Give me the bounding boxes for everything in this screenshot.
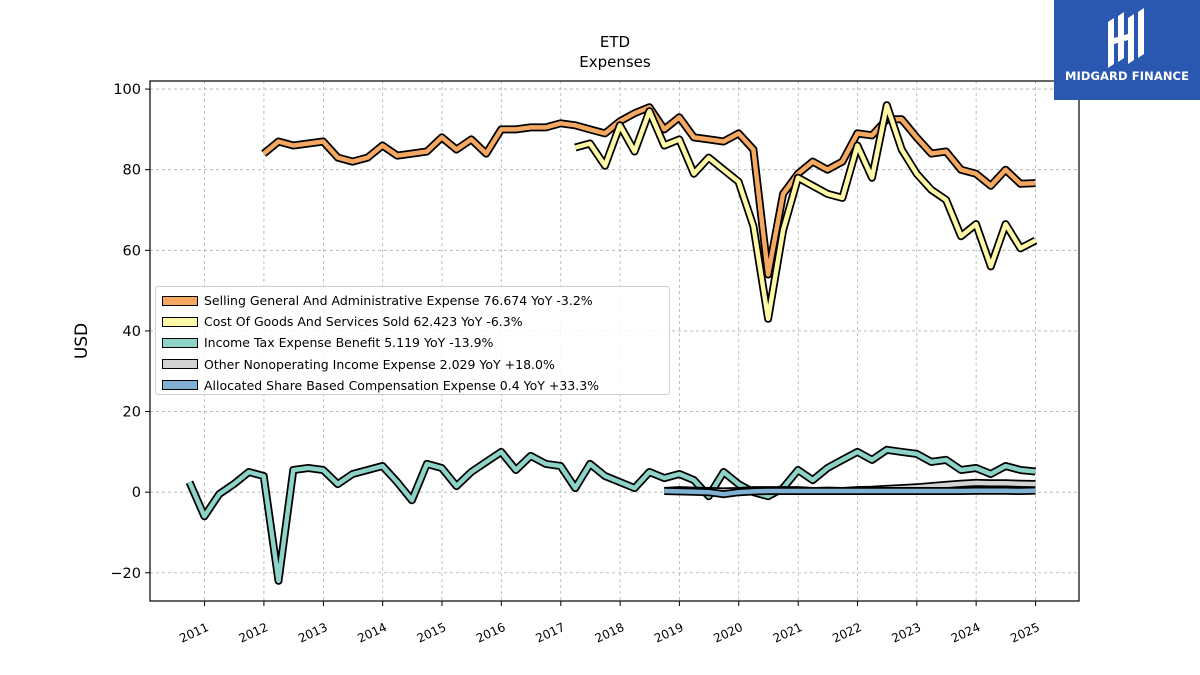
legend-swatch-share-comp [162,380,198,391]
series-line [574,102,1037,322]
brand-logo-icon [1108,8,1144,68]
y-tick-label: 0 [132,485,141,501]
y-tick-label: 20 [123,405,141,421]
series-line [262,104,1036,277]
x-tick-label: 2019 [652,620,686,646]
x-tick-label: 2022 [830,620,864,646]
legend-item-sga: Selling General And Administrative Expen… [162,290,663,311]
x-tick-label: 2011 [177,620,211,646]
x-tick-label: 2013 [296,620,330,646]
y-tick-label: 60 [123,243,141,259]
legend-label-sga: Selling General And Administrative Expen… [204,293,593,309]
legend-label-other-nonoperating: Other Nonoperating Income Expense 2.029 … [204,356,555,372]
x-tick-label: 2018 [593,620,627,646]
y-tick-label: 80 [123,163,141,179]
legend-swatch-sga [162,295,198,306]
series-5 [664,486,1036,499]
legend-item-share-comp: Allocated Share Based Compensation Expen… [162,375,663,396]
y-tick-label: 100 [113,82,141,98]
series-1 [261,103,1036,279]
y-axis: −20 0 20 40 60 80 100 [110,82,150,582]
series-2 [574,101,1038,323]
legend-item-other-nonoperating: Other Nonoperating Income Expense 2.029 … [162,354,663,375]
chart-legend: Selling General And Administrative Expen… [155,286,670,395]
x-tick-label: 2025 [1008,620,1042,646]
y-tick-label: 40 [123,324,141,340]
chart-subtitle: Expenses [579,53,651,71]
x-tick-label: 2012 [237,620,271,646]
x-axis: 2011 2012 2013 2014 2015 2016 2017 2018 2019 2020… [177,601,1042,646]
plot-area [185,101,1038,585]
x-tick-label: 2016 [474,620,508,646]
y-axis-label: USD [72,323,92,359]
x-tick-label: 2024 [949,620,983,646]
legend-label-cogs: Cost Of Goods And Services Sold 62.423 Y… [204,314,523,330]
x-tick-label: 2021 [771,620,805,646]
legend-item-income-tax: Income Tax Expense Benefit 5.119 YoY -13… [162,332,663,353]
plot-frame [149,80,1080,602]
series-line [187,447,1036,584]
legend-label-income-tax: Income Tax Expense Benefit 5.119 YoY -13… [204,335,494,351]
x-tick-label: 2020 [711,620,745,646]
x-tick-label: 2023 [889,620,923,646]
legend-label-share-comp: Allocated Share Based Compensation Expen… [204,377,600,393]
x-tick-label: 2017 [533,620,567,646]
series-outline [261,103,1036,279]
series-3 [185,445,1036,585]
legend-swatch-other-nonoperating [162,359,198,370]
legend-swatch-income-tax [162,337,198,348]
y-tick-label: −20 [110,566,141,582]
series-line [664,488,1036,497]
x-tick-label: 2014 [355,620,389,646]
legend-item-cogs: Cost Of Goods And Services Sold 62.423 Y… [162,311,663,332]
brand-logo-text: MIDGARD FINANCE [1064,69,1190,83]
brand-logo: MIDGARD FINANCE [1054,0,1200,100]
legend-swatch-cogs [162,316,198,327]
chart-title: ETD [600,33,630,51]
x-tick-label: 2015 [415,620,449,646]
